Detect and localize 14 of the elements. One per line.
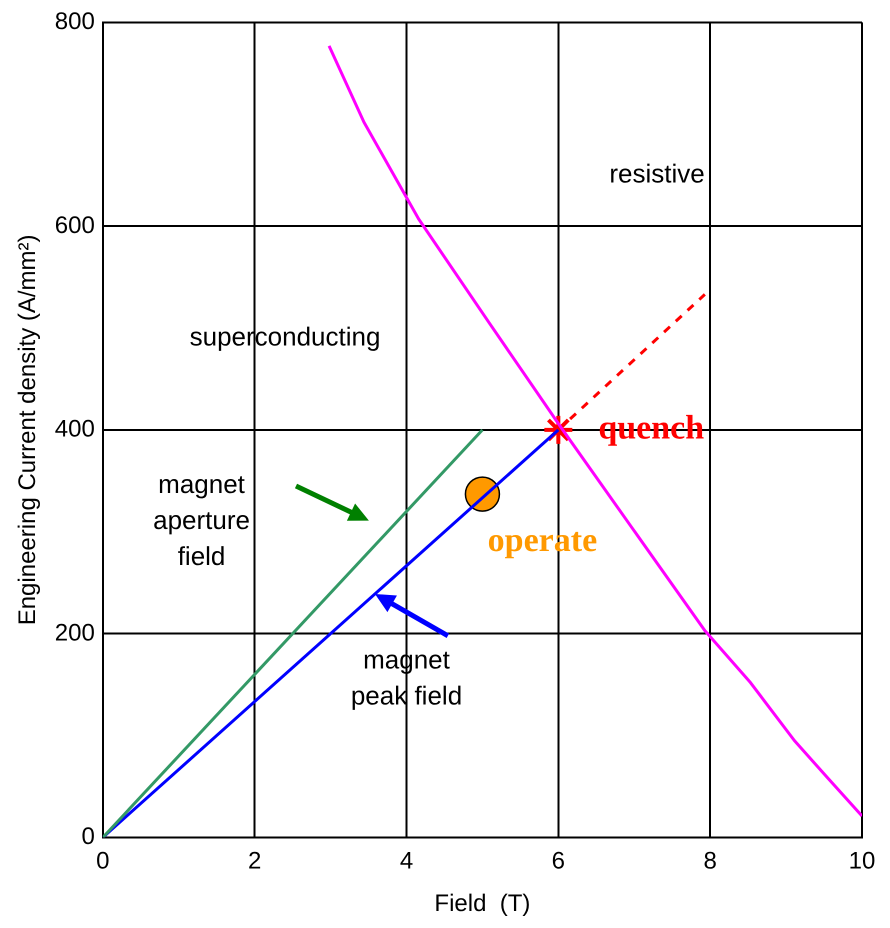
x-axis-title: Field (T) <box>434 890 530 918</box>
x-tick-label: 10 <box>848 847 876 874</box>
y-axis-title: Engineering Current density (A/mm²) <box>14 234 42 626</box>
x-tick-label: 8 <box>703 847 717 874</box>
x-tick-label: 6 <box>552 847 566 874</box>
y-tick-label: 0 <box>81 823 95 850</box>
annotation: resistive <box>609 158 705 188</box>
y-tick-label: 600 <box>54 212 95 239</box>
x-tick-label: 2 <box>248 847 262 874</box>
x-tick-label: 4 <box>400 847 414 874</box>
y-tick-label: 800 <box>54 8 95 36</box>
y-tick-label: 400 <box>54 416 95 443</box>
y-tick-label: 200 <box>54 619 95 646</box>
annotation: magnet aperture field <box>153 468 250 571</box>
